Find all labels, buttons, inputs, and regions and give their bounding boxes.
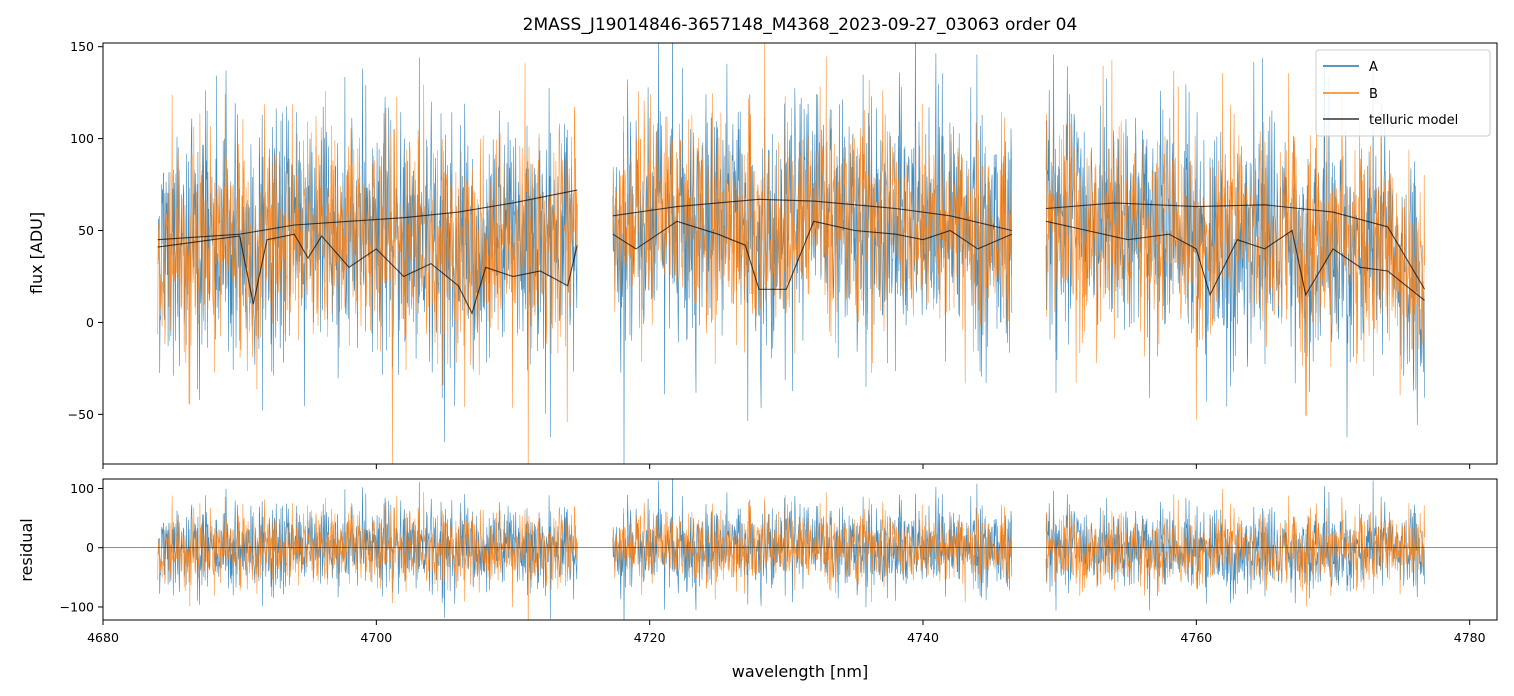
telluric-model-line-segment-3	[1045, 220, 1425, 301]
flux-axes-frame	[102, 42, 1498, 465]
legend-label-model: telluric model	[1369, 113, 1458, 128]
residual-y-tick-label: 0	[86, 540, 94, 555]
spectrum-b-segment-2	[612, 43, 1013, 384]
residual-axes-frame	[102, 478, 1498, 621]
flux-y-tick-label: −50	[68, 407, 94, 422]
x-tick-label: 4700	[360, 630, 392, 645]
telluric-model-line-segment-1	[157, 233, 578, 315]
spectrum-a-segment-3	[1045, 54, 1425, 438]
residual-b-segment-2	[612, 492, 1013, 603]
chart-title: 2MASS_J19014846-3657148_M4368_2023-09-27…	[523, 15, 1078, 35]
residual-plot-area	[103, 479, 1497, 620]
residual-y-axis-label: residual	[17, 518, 36, 581]
x-tick-label: 4760	[1180, 630, 1212, 645]
residual-b-segment-1	[157, 492, 578, 620]
spectrum-b-segment-3	[1045, 59, 1425, 421]
residual-x-ticks: 4680 4700 4720 4740 4760 4780	[87, 620, 1486, 645]
telluric-model-upper-line-segment-1	[157, 189, 578, 241]
flux-y-tick-label: 50	[78, 223, 94, 238]
residual-y-tick-label: −100	[60, 599, 94, 614]
spectrum-b-segment-1	[157, 63, 578, 464]
x-tick-label: 4780	[1454, 630, 1486, 645]
legend-label-b: B	[1369, 87, 1378, 102]
flux-y-ticks: −50 0 50 100 150	[68, 39, 103, 422]
flux-y-axis-label: flux [ADU]	[27, 212, 46, 294]
x-tick-label: 4740	[907, 630, 939, 645]
flux-y-tick-label: 0	[86, 315, 94, 330]
flux-x-ticks	[102, 464, 1471, 469]
residual-panel: −100 0 100 4680 4700 4720 4740 4760 4780 residu…	[17, 478, 1498, 681]
flux-plot-area	[157, 43, 1425, 464]
legend-box	[1315, 49, 1491, 137]
x-tick-label: 4720	[634, 630, 666, 645]
residual-y-ticks: −100 0 100	[60, 481, 103, 614]
telluric-model-lines	[157, 189, 1426, 315]
flux-y-tick-label: 150	[70, 39, 94, 54]
telluric-model-upper-line-segment-2	[612, 198, 1012, 232]
residual-b-segment-3	[1045, 489, 1425, 607]
x-tick-label: 4680	[87, 630, 119, 645]
x-axis-label: wavelength [nm]	[732, 662, 869, 681]
legend: A B telluric model	[1315, 49, 1491, 137]
legend-label-a: A	[1369, 60, 1378, 75]
telluric-model-upper-line-segment-3	[1045, 202, 1426, 290]
flux-y-tick-label: 100	[70, 131, 94, 146]
telluric-model-line-segment-2	[612, 220, 1013, 290]
flux-panel: −50 0 50 100 150 flux [ADU] A B telluric mod…	[27, 39, 1498, 469]
residual-a-segment-3	[1045, 480, 1425, 611]
residual-y-tick-label: 100	[70, 481, 94, 496]
